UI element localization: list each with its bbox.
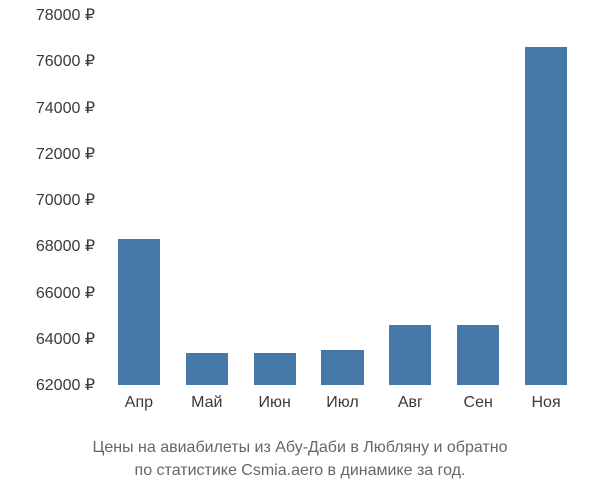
chart-bar bbox=[389, 325, 431, 385]
chart-bar bbox=[457, 325, 499, 385]
price-chart: 62000 ₽ 64000 ₽ 66000 ₽ 68000 ₽ 70000 ₽ 72000… bbox=[10, 10, 590, 440]
y-tick-label: 66000 ₽ bbox=[36, 283, 95, 303]
chart-bar bbox=[321, 350, 363, 385]
y-tick-label: 68000 ₽ bbox=[36, 236, 95, 256]
chart-bar bbox=[186, 353, 228, 385]
chart-bar bbox=[254, 353, 296, 385]
y-tick-label: 78000 ₽ bbox=[36, 5, 95, 25]
x-axis: Апр Май Июн Июл Авг Сен Ноя bbox=[105, 390, 580, 420]
y-tick-label: 76000 ₽ bbox=[36, 51, 95, 71]
x-tick-label: Авг bbox=[398, 394, 423, 412]
plot-area bbox=[105, 15, 580, 385]
x-tick-label: Апр bbox=[125, 394, 153, 412]
x-tick-label: Июн bbox=[258, 394, 290, 412]
x-tick-label: Ноя bbox=[532, 394, 561, 412]
chart-caption: Цены на авиабилеты из Абу-Даби в Любляну… bbox=[0, 437, 600, 482]
caption-line-1: Цены на авиабилеты из Абу-Даби в Любляну… bbox=[0, 437, 600, 459]
y-axis: 62000 ₽64000 ₽66000 ₽68000 ₽70000 ₽72000… bbox=[10, 15, 100, 385]
chart-bar bbox=[525, 47, 567, 385]
y-tick-label: 70000 ₽ bbox=[36, 190, 95, 210]
y-tick-label: 74000 ₽ bbox=[36, 98, 95, 118]
x-tick-label: Июл bbox=[326, 394, 358, 412]
y-tick-label: 72000 ₽ bbox=[36, 144, 95, 164]
x-tick-label: Сен bbox=[464, 394, 493, 412]
y-tick-label: 64000 ₽ bbox=[36, 329, 95, 349]
y-tick-label: 62000 ₽ bbox=[36, 375, 95, 395]
chart-bar bbox=[118, 239, 160, 385]
caption-line-2: по статистике Csmia.aero в динамике за г… bbox=[0, 460, 600, 482]
x-tick-label: Май bbox=[191, 394, 222, 412]
